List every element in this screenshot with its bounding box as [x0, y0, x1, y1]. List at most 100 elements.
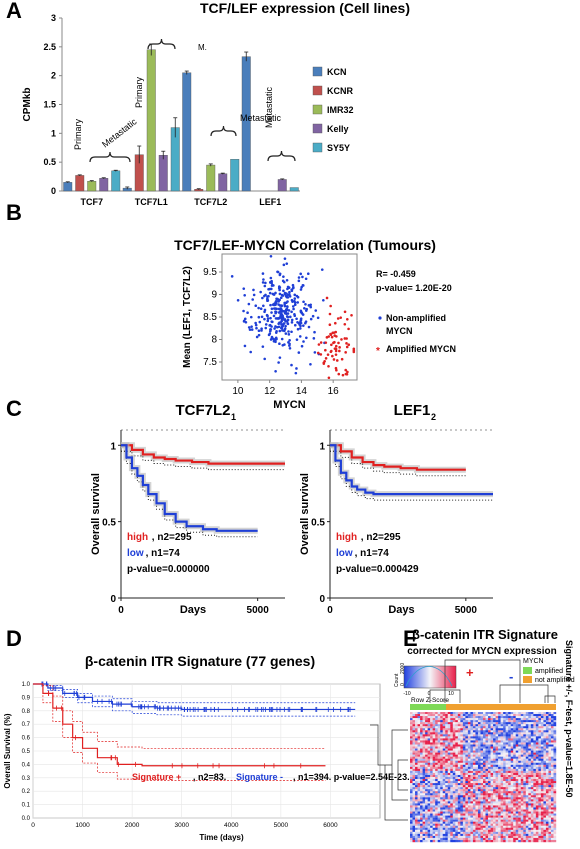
heatmap-cell	[508, 718, 511, 721]
scatter-point	[332, 331, 336, 334]
heatmap-cell	[518, 787, 521, 790]
heatmap-cell	[495, 736, 499, 739]
heatmap-cell	[467, 744, 471, 747]
heatmap-cell	[525, 754, 529, 757]
heatmap-cell	[495, 718, 499, 721]
heatmap-cell	[430, 772, 433, 776]
heatmap-cell	[427, 811, 431, 814]
heatmap-cell	[538, 837, 542, 841]
heatmap-cell	[538, 762, 542, 766]
heatmap-cell	[483, 750, 486, 753]
heatmap-cell	[513, 752, 516, 755]
heatmap-cell	[548, 779, 552, 782]
heatmap-cell	[538, 766, 542, 770]
heatmap-cell	[540, 766, 544, 770]
heatmap-cell	[452, 726, 456, 729]
heatmap-cell	[545, 825, 549, 828]
heatmap-cell	[550, 829, 554, 833]
heatmap-cell	[500, 821, 504, 824]
heatmap-cell	[447, 766, 451, 770]
heatmap-cell	[493, 772, 496, 776]
heatmap-cell	[425, 817, 428, 820]
heatmap-cell	[442, 829, 446, 833]
heatmap-cell	[412, 772, 416, 776]
heatmap-cell	[410, 720, 413, 723]
heatmap-cell	[553, 744, 557, 747]
scatter-point	[296, 295, 300, 299]
heatmap-cell	[417, 817, 421, 820]
heatmap-cell	[500, 772, 504, 776]
heatmap-cell	[432, 734, 436, 737]
heatmap-cell	[480, 789, 484, 792]
color-key-count-tick: 2000	[400, 663, 406, 674]
heatmap-cell	[480, 712, 484, 715]
heatmap-cell	[412, 764, 416, 768]
heatmap-cell	[435, 754, 438, 757]
heatmap-cell	[445, 746, 448, 749]
heatmap-cell	[488, 833, 491, 837]
heatmap-cell	[550, 742, 554, 745]
heatmap-cell	[513, 827, 516, 831]
scatter-point	[257, 333, 261, 337]
heatmap-cell	[550, 833, 554, 837]
heatmap-cell	[460, 714, 464, 717]
heatmap-cell	[535, 821, 539, 824]
heatmap-cell	[533, 742, 537, 745]
heatmap-cell	[505, 789, 509, 792]
heatmap-cell	[508, 756, 511, 759]
heatmap-cell	[435, 742, 438, 745]
heatmap-cell	[520, 754, 524, 757]
heatmap-cell	[447, 817, 451, 820]
heatmap-cell	[462, 716, 466, 719]
heatmap-cell	[462, 837, 466, 841]
heatmap-cell	[550, 736, 554, 739]
scatter-point	[290, 289, 294, 293]
heatmap-cell	[490, 758, 494, 761]
scatter-point	[296, 327, 300, 331]
heatmap-cell	[460, 742, 464, 745]
annotation-brace	[89, 151, 131, 163]
heatmap-cell	[472, 724, 476, 727]
heatmap-cell	[420, 746, 423, 749]
heatmap-cell	[553, 805, 557, 808]
heatmap-cell	[410, 716, 413, 719]
scatter-point	[319, 341, 323, 344]
scatter-point	[301, 313, 305, 316]
heatmap-cell	[515, 799, 519, 802]
heatmap-cell	[435, 724, 438, 727]
heatmap-cell	[425, 825, 428, 828]
heatmap-cell	[430, 714, 433, 717]
heatmap-cell	[460, 744, 464, 747]
heatmap-cell	[480, 777, 484, 780]
heatmap-cell	[477, 756, 481, 759]
heatmap-cell	[462, 793, 466, 796]
heatmap-cell	[425, 726, 428, 729]
heatmap-cell	[455, 738, 459, 741]
heatmap-cell	[417, 839, 421, 843]
heatmap-cell	[483, 777, 486, 780]
heatmap-cell	[435, 829, 438, 833]
heatmap-cell	[513, 770, 516, 774]
heatmap-cell	[430, 718, 433, 721]
heatmap-cell	[533, 716, 537, 719]
heatmap-cell	[430, 740, 433, 743]
heatmap-cell	[467, 734, 471, 737]
heatmap-cell	[550, 768, 554, 772]
heatmap-cell	[420, 823, 423, 826]
heatmap-cell	[410, 805, 413, 808]
heatmap-cell	[455, 787, 459, 790]
heatmap-cell	[523, 770, 526, 774]
heatmap-cell	[530, 770, 534, 774]
heatmap-cell	[470, 803, 474, 806]
heatmap-cell	[545, 835, 549, 839]
heatmap-cell	[548, 726, 552, 729]
heatmap-cell	[470, 740, 474, 743]
heatmap-cell	[437, 734, 441, 737]
heatmap-cell	[430, 793, 433, 796]
heatmap-cell	[508, 730, 511, 733]
heatmap-cell	[485, 774, 489, 778]
heatmap-cell	[410, 738, 413, 741]
heatmap-cell	[513, 726, 516, 729]
heatmap-cell	[528, 752, 532, 755]
heatmap-cell	[505, 827, 509, 831]
